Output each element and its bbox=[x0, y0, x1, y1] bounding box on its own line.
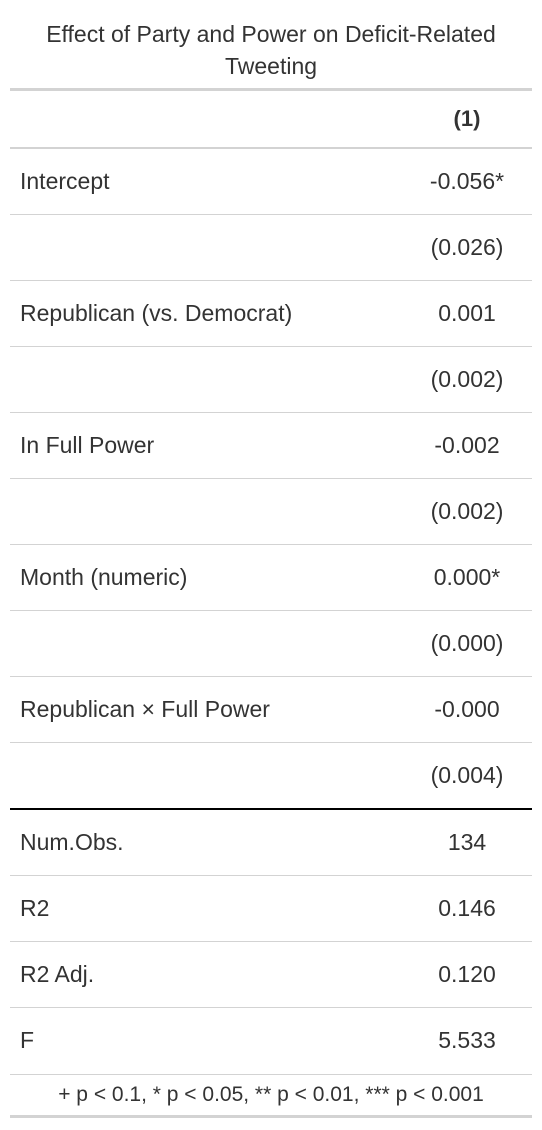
coefficient-row: Republican × Full Power -0.000 bbox=[10, 677, 532, 743]
std-error-row: (0.000) bbox=[10, 611, 532, 677]
statistic-row: Num.Obs. 134 bbox=[10, 810, 532, 876]
term-label: In Full Power bbox=[20, 432, 155, 458]
coefficient-row: Intercept -0.056* bbox=[10, 149, 532, 215]
statistic-value: 134 bbox=[447, 829, 487, 855]
estimate-value: 0.000* bbox=[433, 564, 501, 590]
term-label: Intercept bbox=[20, 168, 110, 194]
term-label: Republican (vs. Democrat) bbox=[20, 300, 293, 326]
table-header-row: (1) bbox=[10, 91, 532, 149]
std-error-row: (0.004) bbox=[10, 743, 532, 810]
statistic-label: R2 Adj. bbox=[20, 961, 95, 987]
std-error-value: (0.002) bbox=[430, 366, 504, 392]
model-column-header: (1) bbox=[453, 106, 481, 131]
statistic-row: R2 0.146 bbox=[10, 876, 532, 942]
std-error-row: (0.002) bbox=[10, 347, 532, 413]
estimate-value: -0.002 bbox=[434, 432, 500, 458]
table-title: Effect of Party and Power on Deficit-Rel… bbox=[46, 21, 496, 79]
statistic-label: F bbox=[20, 1027, 35, 1053]
statistic-label: Num.Obs. bbox=[20, 829, 124, 855]
estimate-value: -0.000 bbox=[434, 696, 500, 722]
std-error-row: (0.002) bbox=[10, 479, 532, 545]
coefficient-row: In Full Power -0.002 bbox=[10, 413, 532, 479]
statistic-label: R2 bbox=[20, 895, 50, 921]
statistic-row: R2 Adj. 0.120 bbox=[10, 942, 532, 1008]
coefficient-row: Month (numeric) 0.000* bbox=[10, 545, 532, 611]
significance-footnote: + p < 0.1, * p < 0.05, ** p < 0.01, *** … bbox=[10, 1074, 532, 1118]
std-error-value: (0.026) bbox=[430, 234, 504, 260]
regression-table: (1) Intercept -0.056* (0.026) Republican… bbox=[10, 91, 532, 1073]
top-rule bbox=[10, 88, 532, 91]
coefficient-row: Republican (vs. Democrat) 0.001 bbox=[10, 281, 532, 347]
term-label: Republican × Full Power bbox=[20, 696, 270, 722]
statistic-value: 0.146 bbox=[438, 895, 496, 921]
std-error-value: (0.000) bbox=[430, 630, 504, 656]
std-error-row: (0.026) bbox=[10, 215, 532, 281]
statistic-row: F 5.533 bbox=[10, 1008, 532, 1073]
statistic-value: 5.533 bbox=[438, 1027, 496, 1053]
std-error-value: (0.004) bbox=[430, 762, 504, 788]
estimate-value: 0.001 bbox=[438, 300, 496, 326]
term-label: Month (numeric) bbox=[20, 564, 188, 590]
std-error-value: (0.002) bbox=[430, 498, 504, 524]
estimate-value: -0.056* bbox=[429, 168, 505, 194]
statistic-value: 0.120 bbox=[438, 961, 496, 987]
